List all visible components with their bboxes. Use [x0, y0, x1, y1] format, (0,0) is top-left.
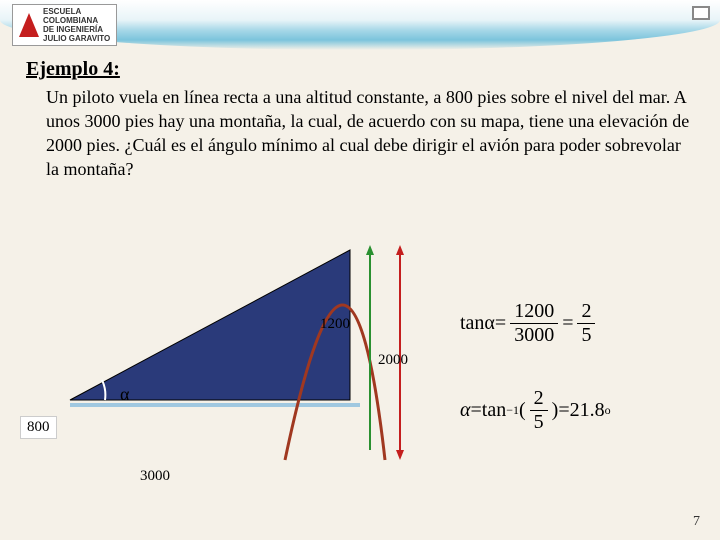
label-angle-alpha: α	[120, 384, 129, 405]
eq2-sup: −1	[506, 403, 519, 418]
frac-den: 5	[530, 411, 548, 434]
content-area: Ejemplo 4: Un piloto vuela en línea rect…	[26, 58, 694, 181]
fullscreen-icon[interactable]	[692, 6, 710, 20]
equals-sign: =	[471, 399, 482, 422]
equation-arctan: α = tan −1 ( 2 5 ) = 21.8 o	[460, 387, 611, 434]
green-arrowhead	[366, 245, 374, 255]
equals-sign: =	[562, 312, 573, 335]
page-number: 7	[693, 514, 700, 530]
logo-line: JULIO GARAVITO	[43, 34, 110, 43]
logo-line: COLOMBIANA	[43, 16, 110, 25]
equations-block: tanα = 1200 3000 = 2 5 α = tan −1 ( 2 5 …	[460, 300, 611, 434]
frac-den: 5	[577, 324, 595, 347]
degree-symbol: o	[605, 403, 611, 418]
triangle-shape	[70, 250, 350, 400]
frac-num: 2	[577, 300, 595, 324]
eq2-result: 21.8	[570, 399, 605, 422]
red-arrowhead-down	[396, 450, 404, 460]
example-title: Ejemplo 4:	[26, 58, 694, 81]
frac-num: 1200	[510, 300, 558, 324]
eq1-lhs: tanα	[460, 312, 495, 335]
equals-sign: =	[558, 399, 569, 422]
label-rise-1200: 1200	[320, 316, 350, 333]
fraction-3: 2 5	[530, 387, 548, 434]
label-altitude-800: 800	[20, 416, 57, 439]
equals-sign: =	[495, 312, 506, 335]
logo-text: ESCUELA COLOMBIANA DE INGENIERÍA JULIO G…	[43, 7, 110, 43]
label-mountain-2000: 2000	[378, 352, 408, 369]
eq2-func: tan	[482, 399, 506, 422]
problem-statement: Un piloto vuela en línea recta a una alt…	[46, 85, 694, 181]
logo-line: ESCUELA	[43, 7, 110, 16]
red-arrowhead-up	[396, 245, 404, 255]
fraction-2: 2 5	[577, 300, 595, 347]
label-distance-3000: 3000	[140, 468, 170, 485]
fraction-1: 1200 3000	[510, 300, 558, 347]
open-paren: (	[519, 399, 526, 422]
institution-logo: ESCUELA COLOMBIANA DE INGENIERÍA JULIO G…	[12, 4, 117, 46]
frac-num: 2	[530, 387, 548, 411]
eq2-alpha: α	[460, 399, 471, 422]
close-paren: )	[552, 399, 559, 422]
frac-den: 3000	[510, 324, 558, 347]
equation-tan: tanα = 1200 3000 = 2 5	[460, 300, 611, 347]
diagram-svg	[50, 230, 430, 490]
logo-triangle-icon	[19, 13, 39, 37]
logo-line: DE INGENIERÍA	[43, 25, 110, 34]
